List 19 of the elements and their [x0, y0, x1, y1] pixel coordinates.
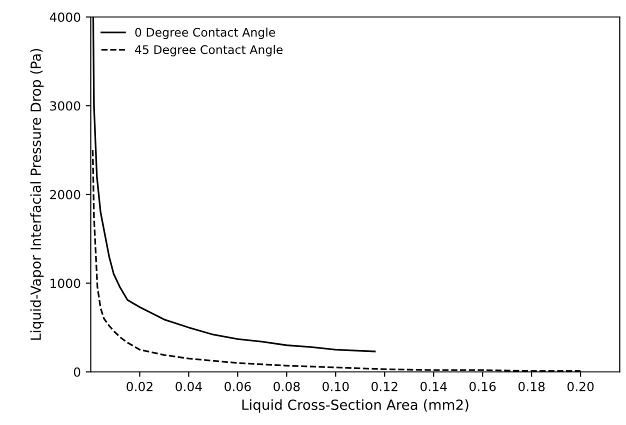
x-tick-label: 0.06	[224, 382, 251, 392]
x-tick-label: 0.14	[420, 382, 447, 392]
x-tick-label: 0.10	[322, 382, 349, 392]
y-axis-title: Liquid-Vapor Interfacial Pressure Drop (Pa)	[30, 48, 44, 340]
x-tick-label: 0.08	[274, 382, 300, 392]
legend-label: 0 Degree Contact Angle	[135, 28, 276, 40]
y-tick-label: 1000	[50, 278, 80, 288]
y-tick-label: 0	[74, 367, 80, 377]
x-tick-label: 0.16	[470, 382, 496, 392]
x-tick-label: 0.04	[176, 382, 202, 392]
x-tick-label: 0.12	[372, 382, 398, 392]
legend-label: 45 Degree Contact Angle	[135, 44, 283, 56]
x-tick-label: 0.18	[518, 382, 545, 392]
x-axis-title: Liquid Cross-Section Area (mm2)	[242, 399, 468, 413]
y-tick-label: 2000	[50, 190, 80, 200]
y-tick-label: 3000	[50, 101, 80, 111]
y-tick-label: 4000	[50, 12, 80, 22]
x-tick-label: 0.02	[126, 382, 152, 392]
x-tick-label: 0.20	[567, 382, 594, 392]
